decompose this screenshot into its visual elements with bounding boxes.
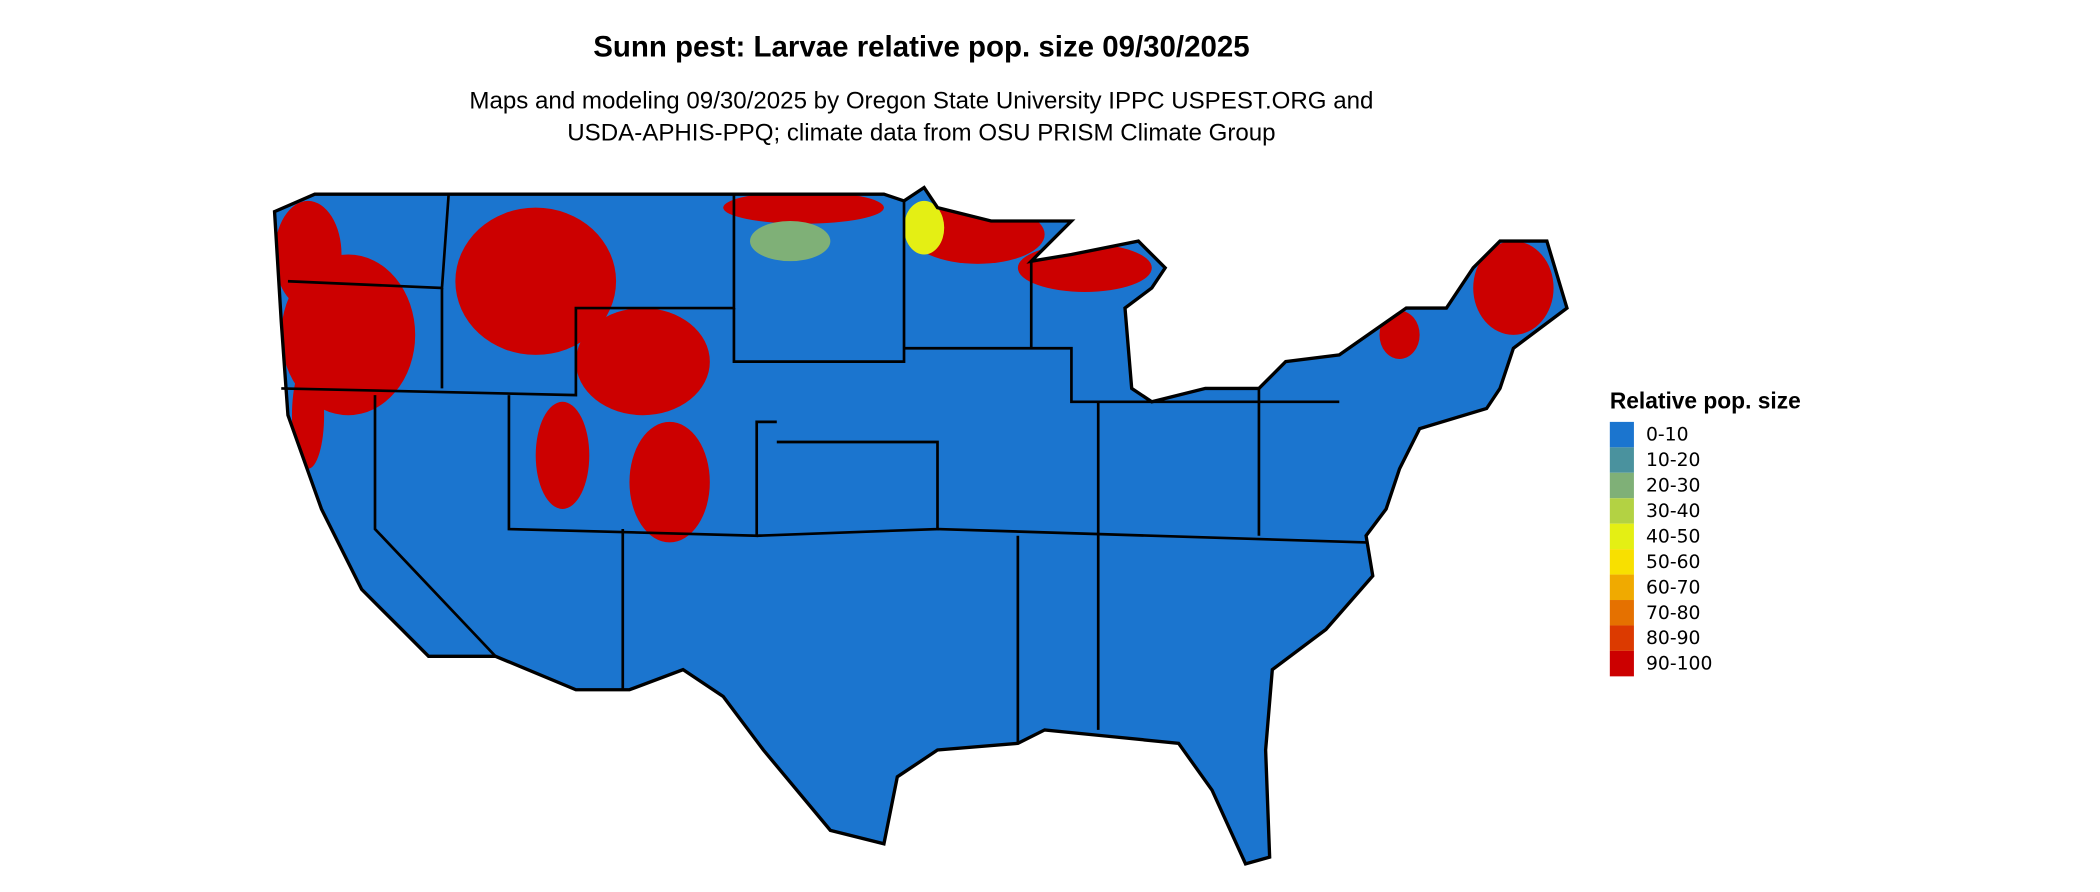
legend-label: 10-20	[1646, 450, 1700, 471]
legend-swatch	[1609, 650, 1634, 677]
legend-swatch	[1609, 421, 1634, 448]
legend-label: 50-60	[1646, 552, 1700, 573]
legend: Relative pop. size 0-10 10-20 20-30 30-40 40…	[1609, 388, 1801, 677]
legend-label: 40-50	[1646, 526, 1700, 547]
legend-swatch	[1609, 600, 1634, 626]
legend-title: Relative pop. size	[1610, 388, 1801, 414]
map-title: Sunn pest: Larvae relative pop. size 09/…	[593, 30, 1249, 63]
legend-label: 90-100	[1646, 654, 1712, 675]
us-map	[272, 185, 1569, 866]
legend-label: 80-90	[1646, 628, 1700, 649]
legend-label: 30-40	[1646, 501, 1700, 522]
legend-label: 20-30	[1646, 476, 1700, 497]
legend-swatch	[1609, 472, 1634, 499]
legend-label: 60-70	[1646, 577, 1700, 598]
map-subtitle-line-2: USDA-APHIS-PPQ; climate data from OSU PR…	[567, 120, 1275, 147]
legend-swatch	[1609, 447, 1634, 473]
legend-swatch	[1609, 498, 1634, 524]
legend-label: 0-10	[1646, 425, 1689, 446]
legend-swatch	[1609, 523, 1634, 550]
legend-label: 70-80	[1646, 603, 1700, 624]
legend-swatch	[1609, 625, 1634, 651]
state-borders	[281, 194, 1367, 744]
legend-swatch	[1609, 549, 1634, 575]
legend-swatch	[1609, 574, 1634, 601]
map-subtitle-line-1: Maps and modeling 09/30/2025 by Oregon S…	[469, 88, 1373, 115]
